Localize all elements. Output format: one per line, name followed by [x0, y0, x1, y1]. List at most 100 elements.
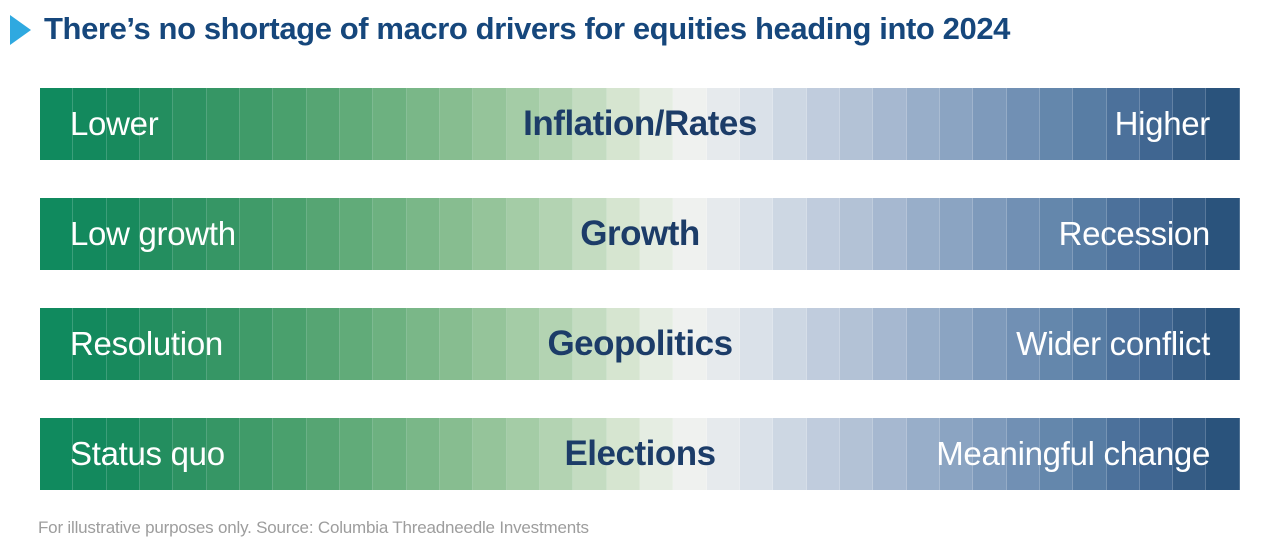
gradient-segment	[1073, 308, 1107, 380]
bar-center-label: Elections	[564, 434, 716, 473]
gradient-segment	[839, 308, 874, 380]
gradient-segment	[839, 418, 874, 490]
source-footnote: For illustrative purposes only. Source: …	[38, 518, 589, 537]
gradient-segment	[673, 308, 707, 380]
gradient-segment	[839, 88, 874, 160]
gradient-segment	[539, 418, 574, 490]
gradient-segment	[1039, 308, 1074, 380]
gradient-segment	[306, 198, 340, 270]
gradient-segment	[639, 198, 674, 270]
gradient-segment	[739, 88, 774, 160]
gradient-segment	[1139, 308, 1174, 380]
gradient-segment	[40, 308, 74, 380]
bar-right-label: Recession	[1058, 215, 1211, 252]
gradient-segment	[173, 308, 207, 380]
gradient-segment	[339, 198, 374, 270]
gradient-segment	[506, 198, 540, 270]
gradient-segment	[1039, 198, 1074, 270]
gradient-segment	[239, 198, 274, 270]
gradient-segment	[1073, 418, 1107, 490]
gradient-segment	[539, 198, 574, 270]
gradient-segment	[1106, 308, 1140, 380]
gradient-segment	[773, 308, 807, 380]
gradient-segment	[539, 308, 574, 380]
bar-left-label: Resolution	[70, 325, 223, 362]
gradient-segment	[639, 418, 674, 490]
gradient-segment	[606, 198, 640, 270]
gradient-segment	[373, 418, 407, 490]
gradient-segment	[1206, 198, 1240, 270]
gradient-segment	[206, 308, 240, 380]
gradient-segment	[606, 308, 640, 380]
gradient-segment	[1006, 418, 1040, 490]
gradient-segment	[239, 308, 274, 380]
gradient-segment	[739, 198, 774, 270]
gradient-segment	[439, 308, 474, 380]
gradient-segment	[173, 88, 207, 160]
gradient-segment	[973, 198, 1007, 270]
gradient-segment	[606, 418, 640, 490]
bar-right-label: Higher	[1114, 105, 1211, 142]
spectrum-bar-growth: Low growth Growth Recession	[40, 198, 1240, 270]
spectrum-bar-geopolitics: Resolution Geopolitics Wider conflict	[40, 308, 1240, 380]
gradient-segment	[673, 198, 707, 270]
gradient-segment	[1073, 88, 1107, 160]
gradient-track	[40, 88, 1240, 160]
gradient-segment	[873, 88, 907, 160]
gradient-segment	[40, 88, 74, 160]
gradient-segment	[939, 308, 974, 380]
gradient-segment	[473, 418, 507, 490]
gradient-segment	[106, 308, 140, 380]
gradient-segment	[306, 308, 340, 380]
gradient-segment	[239, 88, 274, 160]
gradient-segment	[273, 198, 307, 270]
spectrum-bar-elections: Status quo Elections Meaningful change	[40, 418, 1240, 490]
gradient-segment	[1206, 418, 1240, 490]
gradient-segment	[973, 88, 1007, 160]
gradient-segment	[1039, 418, 1074, 490]
gradient-segment	[706, 308, 740, 380]
page-title: There’s no shortage of macro drivers for…	[44, 11, 1011, 46]
gradient-segment	[206, 88, 240, 160]
gradient-segment	[639, 88, 674, 160]
gradient-segment	[339, 308, 374, 380]
gradient-segment	[239, 418, 274, 490]
gradient-segment	[173, 418, 207, 490]
gradient-segment	[506, 308, 540, 380]
gradient-track	[40, 308, 1240, 380]
triangle-bullet-icon	[10, 15, 31, 45]
gradient-segment	[706, 418, 740, 490]
gradient-segment	[40, 198, 74, 270]
gradient-segment	[139, 308, 174, 380]
gradient-segment	[973, 418, 1007, 490]
gradient-segment	[806, 418, 840, 490]
gradient-segment	[206, 418, 240, 490]
gradient-segment	[1173, 88, 1207, 160]
gradient-segment	[139, 88, 174, 160]
gradient-segment	[606, 88, 640, 160]
gradient-segment	[1039, 88, 1074, 160]
gradient-segment	[906, 418, 940, 490]
gradient-segment	[106, 418, 140, 490]
gradient-segment	[439, 88, 474, 160]
gradient-segment	[1139, 88, 1174, 160]
bar-center-label: Growth	[580, 214, 700, 253]
gradient-segment	[806, 88, 840, 160]
gradient-segment	[939, 418, 974, 490]
gradient-segment	[873, 198, 907, 270]
gradient-segment	[939, 198, 974, 270]
gradient-segment	[573, 418, 607, 490]
gradient-segment	[1206, 308, 1240, 380]
gradient-segment	[473, 308, 507, 380]
gradient-segment	[873, 308, 907, 380]
gradient-segment	[1173, 198, 1207, 270]
gradient-segment	[839, 198, 874, 270]
gradient-segment	[339, 418, 374, 490]
gradient-segment	[639, 308, 674, 380]
gradient-segment	[1073, 198, 1107, 270]
gradient-segment	[73, 198, 107, 270]
bar-right-label: Wider conflict	[1016, 325, 1210, 362]
gradient-segment	[73, 418, 107, 490]
gradient-segment	[706, 198, 740, 270]
